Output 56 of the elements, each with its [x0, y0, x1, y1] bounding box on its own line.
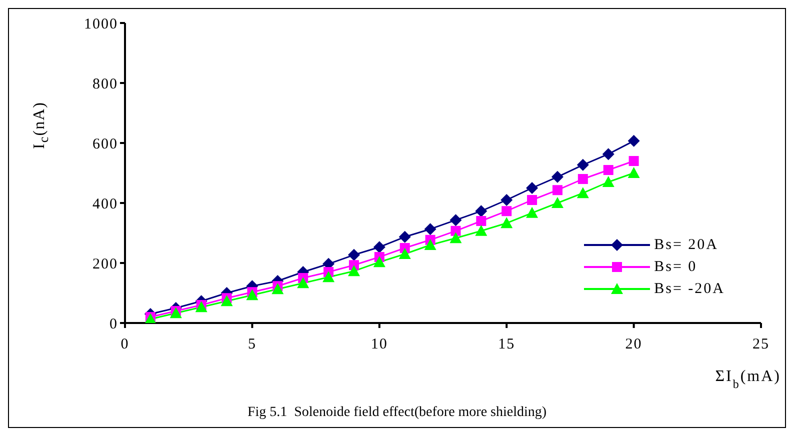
point — [526, 206, 538, 218]
point — [551, 170, 564, 183]
point — [527, 195, 538, 205]
caption: Fig 5.1 Solenoide field effect(before more shielding) — [246, 405, 548, 421]
point — [450, 226, 461, 236]
x-axis-title: ΣI$_{b}$(mA) — [715, 368, 781, 391]
point — [348, 265, 360, 276]
point — [373, 241, 386, 254]
point — [450, 232, 462, 244]
x-tick-label: 10 — [370, 336, 388, 353]
point — [398, 230, 411, 243]
point — [552, 185, 562, 196]
point — [628, 134, 640, 147]
point — [526, 182, 538, 194]
point — [373, 256, 386, 268]
legend-label: Bs= 20A — [654, 236, 718, 254]
point — [576, 187, 589, 198]
point — [450, 214, 462, 226]
point — [246, 289, 258, 300]
x-tick-label: 0 — [120, 336, 130, 353]
point — [602, 176, 614, 187]
y-tick-label: 600 — [92, 136, 118, 152]
point — [348, 248, 360, 261]
point — [398, 248, 411, 259]
point — [297, 277, 310, 288]
point — [578, 174, 588, 184]
point — [576, 158, 589, 171]
y-tick-label: 0 — [110, 316, 118, 332]
point — [424, 239, 436, 250]
point — [272, 283, 284, 294]
point — [500, 194, 513, 206]
y-tick-label: 400 — [92, 196, 118, 212]
point — [502, 206, 512, 216]
point — [475, 205, 488, 218]
x-tick-label: 20 — [625, 336, 642, 353]
legend-label: Bs= -20A — [654, 280, 725, 298]
legend-label: Bs= 0 — [654, 258, 698, 276]
point — [195, 301, 208, 312]
point — [603, 165, 614, 175]
point — [628, 156, 639, 166]
point — [500, 217, 513, 228]
point — [475, 224, 488, 236]
point — [628, 167, 640, 178]
y-tick-label: 1000 — [84, 16, 118, 32]
y-tick-label: 200 — [92, 256, 118, 272]
point — [602, 148, 614, 160]
point — [424, 223, 436, 236]
y-tick-label: 800 — [92, 76, 118, 92]
point — [220, 295, 233, 306]
x-tick-label: 25 — [752, 336, 770, 353]
x-tick-label: 5 — [248, 336, 256, 353]
point — [551, 197, 564, 208]
point — [322, 271, 335, 282]
x-tick-label: 15 — [498, 336, 516, 353]
point — [476, 216, 486, 226]
point — [170, 307, 182, 318]
